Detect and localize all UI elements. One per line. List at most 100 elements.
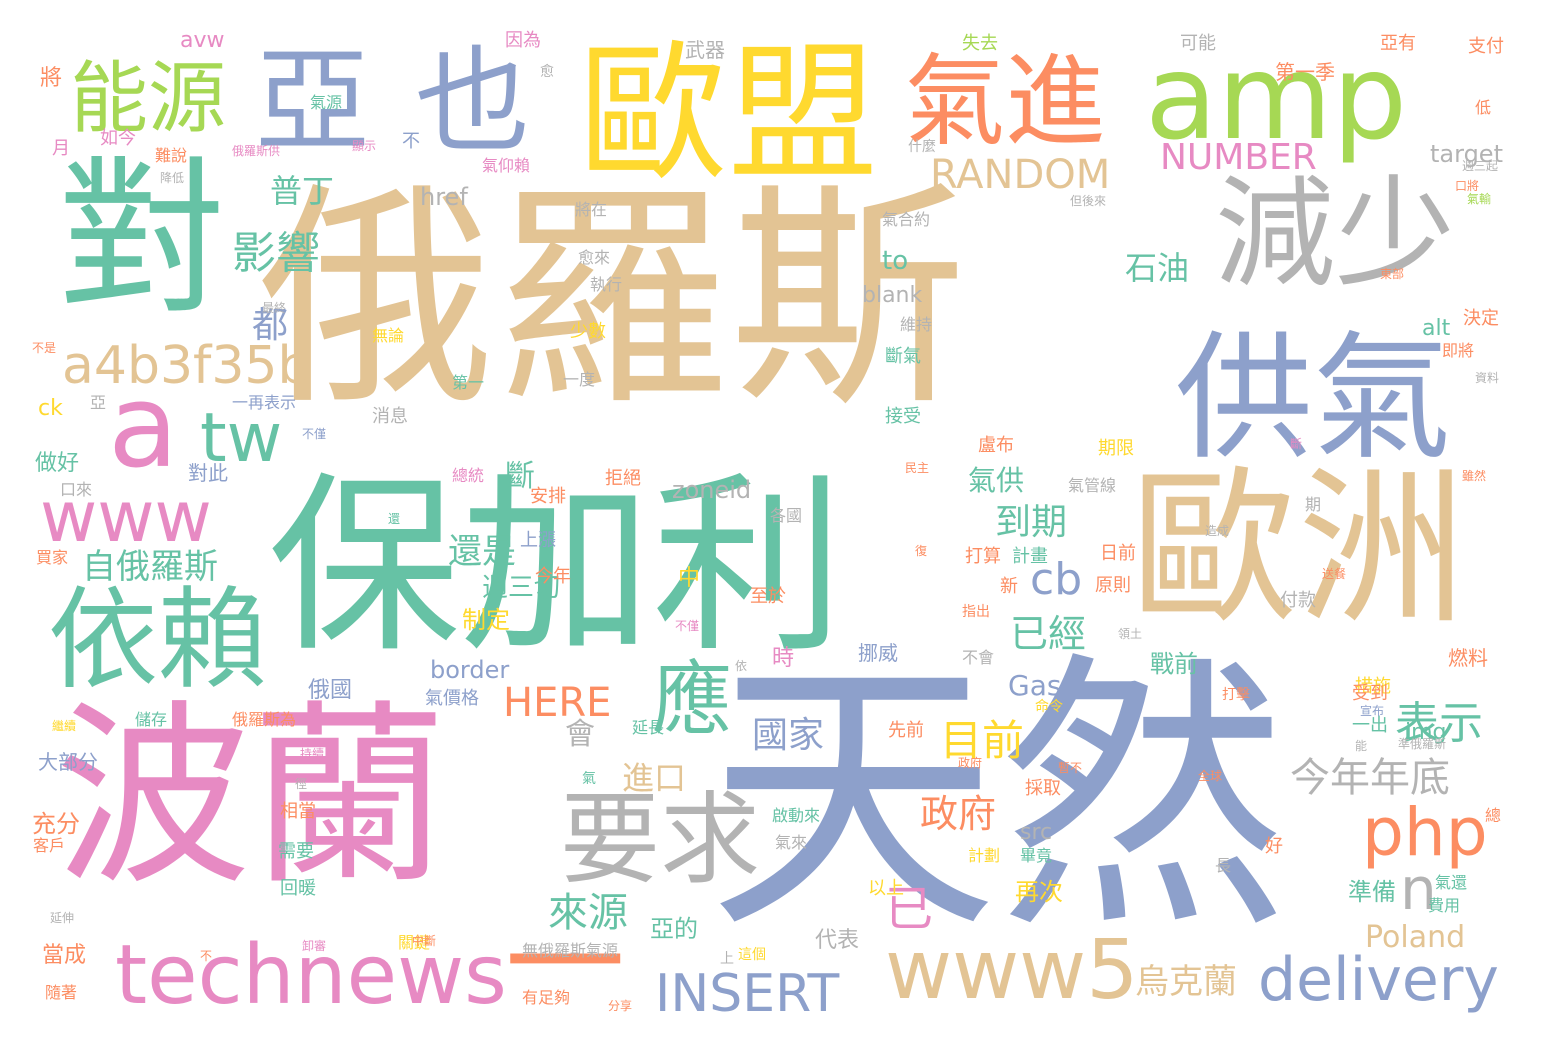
cloud-word: 今年 [535,566,571,587]
cloud-word: 俄羅斯為 [232,710,297,729]
cloud-word: 新 [1000,576,1018,597]
cloud-word: 上 [720,951,734,967]
cloud-word: 造成 [1205,524,1230,538]
cloud-word: 表示 [1395,698,1483,749]
cloud-word: 延長 [632,718,665,737]
cloud-word: 延伸 [50,911,75,925]
cloud-word: 氣 [582,771,596,787]
cloud-word: 已 [885,881,934,937]
cloud-word: 關鍵 [398,933,431,952]
cloud-word: 以上 [868,878,904,899]
cloud-word: 客戶 [33,836,66,855]
cloud-word: 制定 [462,606,510,634]
cloud-word: 復 [915,544,928,558]
cloud-word: 準備 [1348,878,1396,906]
cloud-word: img [1405,720,1447,745]
cloud-word: 措施 [1355,676,1391,697]
cloud-word: 一出 [1352,715,1388,736]
cloud-word: 盧布 [978,435,1014,456]
cloud-word: 總統 [452,466,485,485]
cloud-word: 斷 [1290,437,1303,451]
cloud-word: 氣供 [968,464,1025,497]
cloud-word: 無俄羅斯氣源 [522,941,619,960]
cloud-word: 俄國 [308,678,353,703]
cloud-word: amp [1145,28,1408,166]
cloud-word: Poland [1365,920,1466,955]
cloud-word: 影響 [232,228,320,279]
cloud-word: 政府 [920,792,997,836]
cloud-word: border [430,656,510,684]
cloud-word: a [108,360,179,494]
cloud-word: 長 [1215,856,1232,875]
cloud-word: 決定 [1463,308,1499,329]
cloud-word: 總 [1485,806,1502,825]
cloud-word: 安排 [530,486,566,507]
cloud-word: 什麼 [908,139,936,155]
cloud-word: 計劃 [968,846,1001,865]
cloud-word: 還是 [448,532,516,572]
cloud-word: www5 [885,923,1139,1018]
cloud-word: 畢竟 [1020,846,1053,865]
cloud-word: 採取 [1025,778,1061,799]
cloud-word: 對此 [188,461,228,485]
cloud-word: 國家 [752,715,825,756]
cloud-word: 時 [772,646,795,671]
cloud-word: 維持 [900,315,933,334]
cloud-word: cb [1030,554,1083,605]
cloud-word: 打擊 [1222,687,1250,703]
cloud-word: 會 [565,717,595,752]
cloud-word: 拒絕 [605,468,641,489]
cloud-word: 雖然 [1462,469,1487,483]
cloud-word: href [420,183,468,211]
cloud-word: 繼續 [52,719,77,733]
cloud-word: 因為 [505,30,541,51]
cloud-word: 準俄羅斯 [1398,737,1447,751]
cloud-word: 愈 [540,64,554,80]
cloud-word: 無論 [372,326,405,345]
cloud-word: 但後來 [1070,194,1107,208]
cloud-word: 要求 [560,781,760,898]
cloud-word: php [1362,794,1488,871]
cloud-word: 口將 [1455,179,1480,193]
cloud-word: 口來 [60,480,93,499]
cloud-word: technews [115,928,507,1023]
cloud-word: 全球 [1198,769,1223,783]
cloud-word: 對 [58,141,226,337]
cloud-word: 至於 [750,586,786,607]
cloud-word: 卸審 [302,939,327,953]
cloud-word: RANDOM [930,152,1111,198]
cloud-word: 不會 [962,648,995,667]
cloud-word: 低 [1475,98,1492,117]
cloud-word: 各國 [770,506,803,525]
cloud-word: 執行 [590,275,623,294]
cloud-word: 這個 [738,947,766,963]
cloud-word: 少數 [570,321,606,342]
cloud-word: to [882,246,909,276]
cloud-word: blank [862,283,923,308]
cloud-word: 歐洲 [1130,451,1466,647]
cloud-word: 分享 [608,999,633,1013]
cloud-word: ck [38,396,63,421]
cloud-word: 打算 [965,546,1001,567]
cloud-word: tw [200,399,283,478]
cloud-word: 命令 [1035,699,1063,715]
cloud-word: 一 [505,895,625,1034]
cloud-word: 隨著 [45,983,78,1002]
cloud-word: 進口 [622,759,687,797]
cloud-word: 月 [52,138,70,159]
cloud-word: 普丁 [270,172,335,210]
cloud-word: 應 [652,653,732,746]
cloud-word: 今年年底 [1290,755,1450,801]
cloud-word: 消息 [372,406,408,427]
cloud-word: 第一季 [1275,60,1335,84]
cloud-word: 氣來 [775,833,808,852]
cloud-word: 俄羅斯供 [232,144,281,158]
cloud-word: zoneid [672,476,752,504]
cloud-word: 暫不 [1058,761,1083,775]
cloud-word: src [1020,820,1053,845]
cloud-word: 波蘭 [55,684,448,912]
cloud-word: 東部 [1380,267,1405,281]
cloud-word: 原則 [1095,575,1131,596]
cloud-word: a4b3f35b [62,336,311,396]
cloud-word: 到期 [995,502,1068,543]
